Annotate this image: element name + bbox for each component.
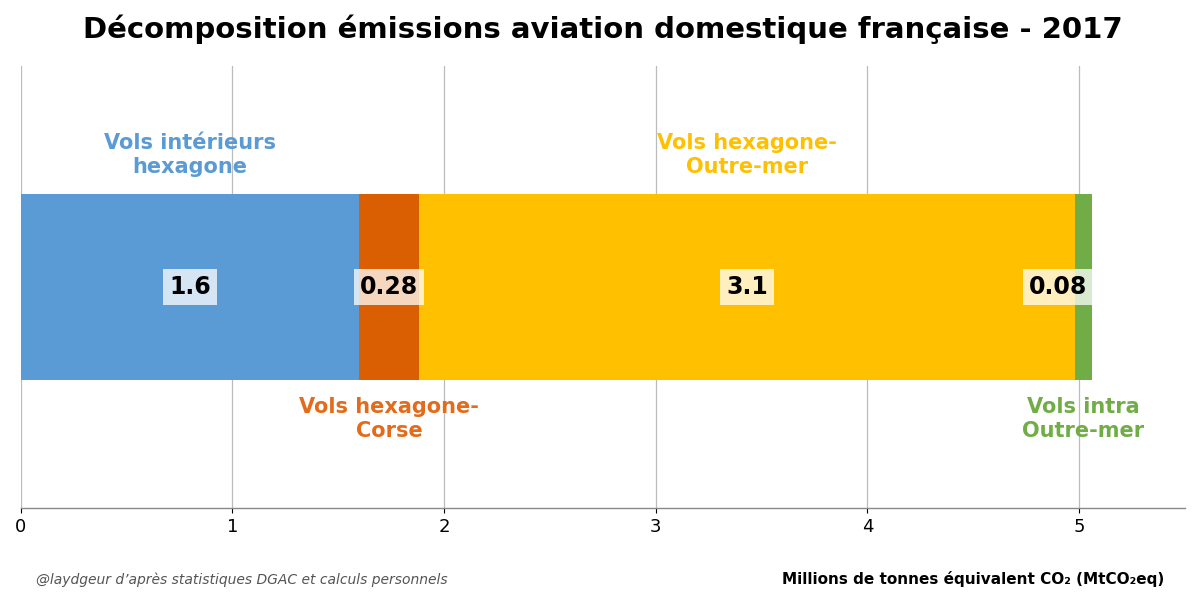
Text: Millions de tonnes équivalent CO₂ (MtCO₂eq): Millions de tonnes équivalent CO₂ (MtCO₂… [781,571,1164,587]
Bar [359,194,419,380]
Text: 3.1: 3.1 [726,275,768,299]
Text: @laydgeur d’après statistiques DGAC et calculs personnels: @laydgeur d’après statistiques DGAC et c… [36,572,448,587]
Bar [419,194,1075,380]
Text: Vols intérieurs
hexagone: Vols intérieurs hexagone [104,134,276,177]
Bar [1075,194,1092,380]
Title: Décomposition émissions aviation domestique française - 2017: Décomposition émissions aviation domesti… [83,15,1123,45]
Text: 1.6: 1.6 [169,275,211,299]
Bar [20,194,359,380]
Text: 0.08: 0.08 [1028,275,1087,299]
Text: Vols intra
Outre-mer: Vols intra Outre-mer [1022,397,1145,440]
Text: Vols hexagone-
Outre-mer: Vols hexagone- Outre-mer [656,134,836,177]
Text: 0.28: 0.28 [360,275,418,299]
Text: Vols hexagone-
Corse: Vols hexagone- Corse [299,397,479,440]
